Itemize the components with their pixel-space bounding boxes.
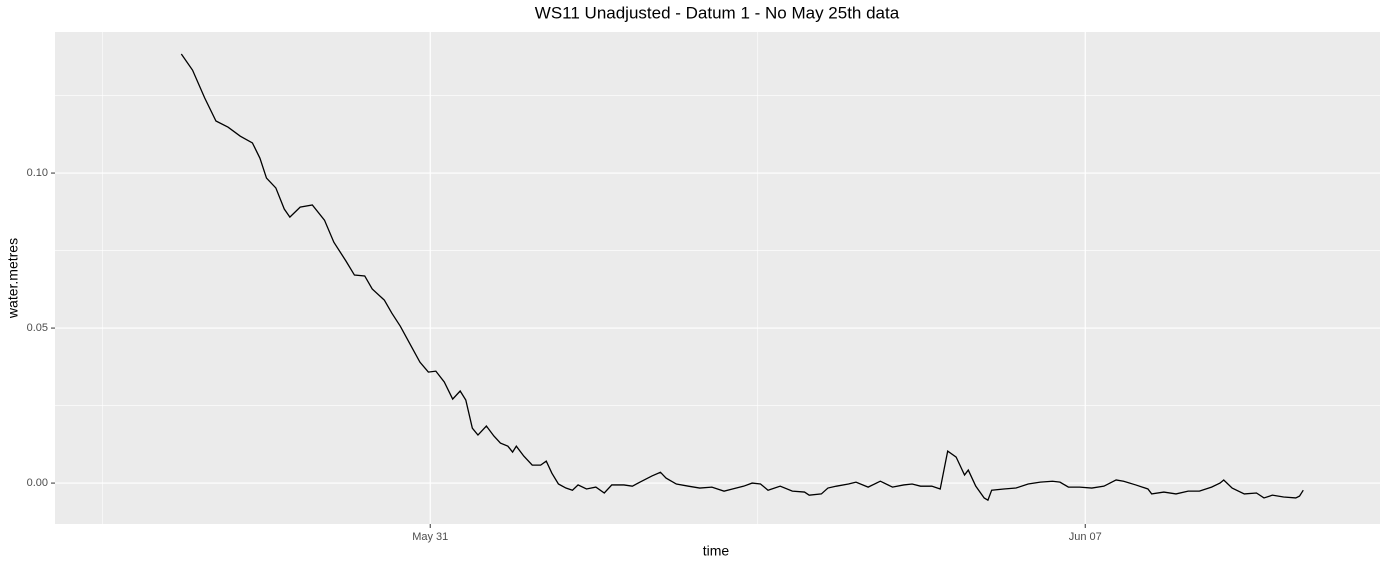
x-tick-label: Jun 07 — [1069, 531, 1102, 543]
y-axis-title: water.metres — [5, 238, 21, 319]
y-tick-label: 0.00 — [27, 477, 48, 489]
chart-title: WS11 Unadjusted - Datum 1 - No May 25th … — [535, 3, 900, 22]
panel — [55, 32, 1380, 524]
y-tick-label: 0.10 — [27, 167, 48, 179]
y-tick-label: 0.05 — [27, 322, 48, 334]
data-line — [180, 53, 1304, 502]
x-axis-title: time — [703, 543, 730, 559]
x-tick-label: May 31 — [412, 531, 448, 543]
